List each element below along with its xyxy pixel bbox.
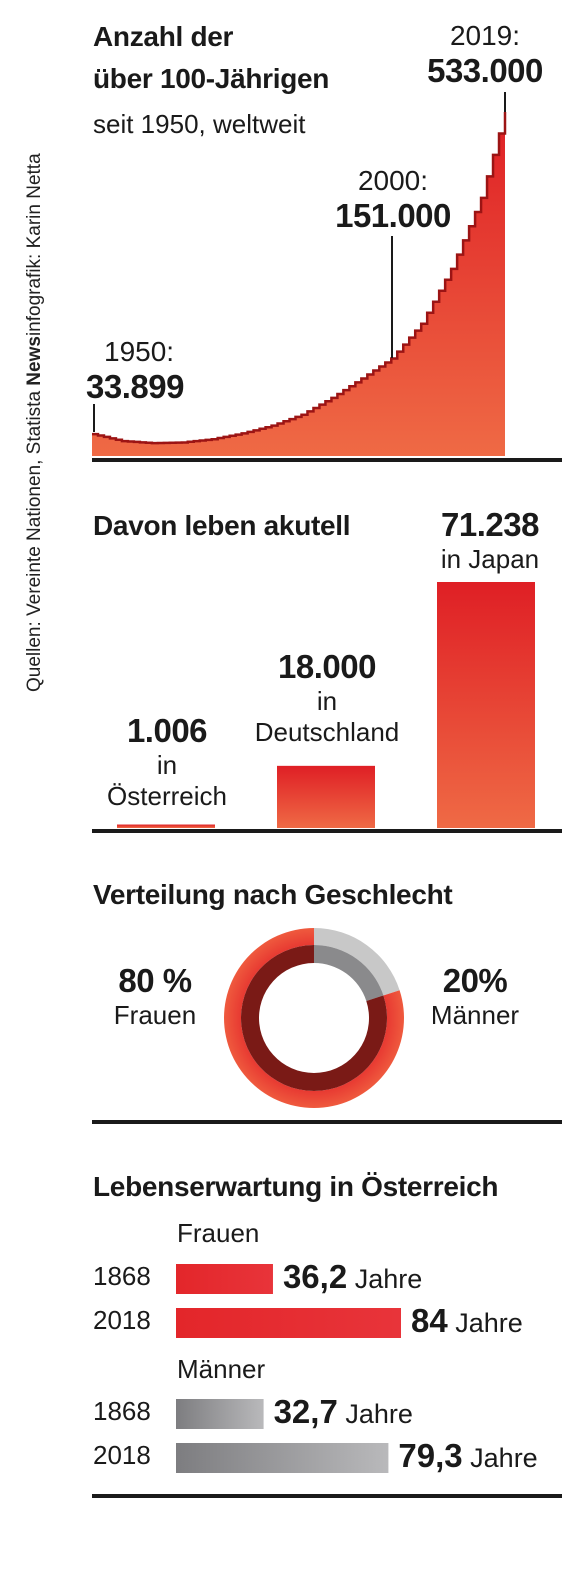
bar-japan bbox=[437, 582, 535, 828]
unit-m-2018: Jahre bbox=[470, 1443, 538, 1473]
row-year-m-2018: 2018 bbox=[93, 1440, 151, 1470]
unit-f-2018: Jahre bbox=[455, 1308, 523, 1338]
donut-left-label: 80 % Frauen bbox=[100, 962, 210, 1031]
annotation-2019-year: 2019: bbox=[449, 20, 521, 51]
annotation-1950-year: 1950: bbox=[104, 336, 175, 367]
row-year-f-2018: 2018 bbox=[93, 1305, 151, 1335]
value-label-m-2018: 79,3 Jahre bbox=[398, 1437, 537, 1475]
life-bar-f-1868 bbox=[176, 1264, 273, 1294]
group-label-maenner: Männer bbox=[177, 1354, 266, 1384]
donut-maenner-inner bbox=[314, 945, 384, 1002]
value-m-2018: 79,3 bbox=[398, 1437, 463, 1474]
bar-label-germany: 18.000 in Deutschland bbox=[232, 648, 422, 748]
divider-1 bbox=[92, 458, 562, 462]
bar-germany-line1: in bbox=[316, 686, 338, 716]
bar-deutschland bbox=[277, 765, 375, 828]
section2-title: Davon leben akutell bbox=[93, 510, 351, 541]
section1-title-line1: Anzahl der bbox=[93, 21, 234, 52]
section1-title-line2: über 100-Jährigen bbox=[93, 63, 330, 94]
country-bar-chart bbox=[117, 582, 535, 828]
donut-maenner-outer bbox=[314, 928, 400, 996]
area-fill bbox=[92, 112, 505, 456]
row-year-m-1868: 1868 bbox=[93, 1396, 151, 1426]
value-f-1868: 36,2 bbox=[282, 1258, 348, 1295]
bar-label-austria: 1.006 in Österreich bbox=[82, 712, 252, 812]
divider-3 bbox=[92, 1120, 562, 1124]
divider-2 bbox=[92, 829, 562, 833]
unit-f-1868: Jahre bbox=[354, 1264, 423, 1294]
area-chart bbox=[92, 92, 507, 456]
bar-germany-value: 18.000 bbox=[278, 648, 376, 685]
section3-title: Verteilung nach Geschlecht bbox=[93, 879, 453, 910]
donut-frauen-label: Frauen bbox=[113, 1000, 197, 1030]
bar-austria-line1: in bbox=[156, 750, 178, 780]
annotation-1950-value: 33.899 bbox=[86, 368, 184, 405]
bar-japan-line1: in Japan bbox=[440, 544, 540, 574]
annotation-1950: 1950: 33.899 bbox=[86, 336, 266, 406]
annotation-2000: 2000: 151.000 bbox=[318, 165, 468, 235]
donut-right-label: 20% Männer bbox=[415, 962, 535, 1031]
life-bar-f-2018 bbox=[176, 1308, 401, 1338]
annotation-2019: 2019: 533.000 bbox=[410, 20, 560, 90]
life-bar-m-2018 bbox=[176, 1443, 389, 1473]
bar-österreich bbox=[117, 824, 215, 828]
group-label-frauen: Frauen bbox=[177, 1218, 260, 1248]
section1-title: Anzahl der über 100-Jährigen bbox=[93, 16, 329, 100]
section4-title: Lebenserwartung in Österreich bbox=[93, 1171, 499, 1202]
section1-subtitle: seit 1950, weltweit bbox=[93, 109, 306, 139]
donut-maenner-label: Männer bbox=[430, 1000, 520, 1030]
bar-austria-value: 1.006 bbox=[126, 712, 208, 749]
value-m-1868: 32,7 bbox=[273, 1393, 338, 1430]
annotation-2019-value: 533.000 bbox=[427, 52, 543, 89]
unit-m-1868: Jahre bbox=[345, 1399, 413, 1429]
bar-label-japan: 71.238 in Japan bbox=[410, 506, 570, 575]
bar-japan-value: 71.238 bbox=[441, 506, 539, 543]
value-label-f-1868: 36,2 Jahre bbox=[283, 1258, 422, 1296]
donut-frauen-value: 80 % bbox=[118, 962, 192, 999]
donut-chart bbox=[224, 928, 404, 1108]
value-label-f-2018: 84 Jahre bbox=[411, 1302, 523, 1340]
life-bar-m-1868 bbox=[176, 1399, 264, 1429]
life-expectancy-chart bbox=[176, 1264, 401, 1473]
row-year-f-1868: 1868 bbox=[93, 1261, 151, 1291]
annotation-2000-year: 2000: bbox=[357, 165, 429, 196]
divider-4 bbox=[92, 1494, 562, 1498]
value-label-m-1868: 32,7 Jahre bbox=[274, 1393, 413, 1431]
area-top-line bbox=[92, 112, 507, 445]
donut-maenner-value: 20% bbox=[442, 962, 508, 999]
annotation-2000-value: 151.000 bbox=[335, 197, 451, 234]
bar-austria-line2: Österreich bbox=[107, 781, 227, 811]
bar-germany-line2: Deutschland bbox=[254, 717, 400, 747]
value-f-2018: 84 bbox=[411, 1302, 448, 1339]
